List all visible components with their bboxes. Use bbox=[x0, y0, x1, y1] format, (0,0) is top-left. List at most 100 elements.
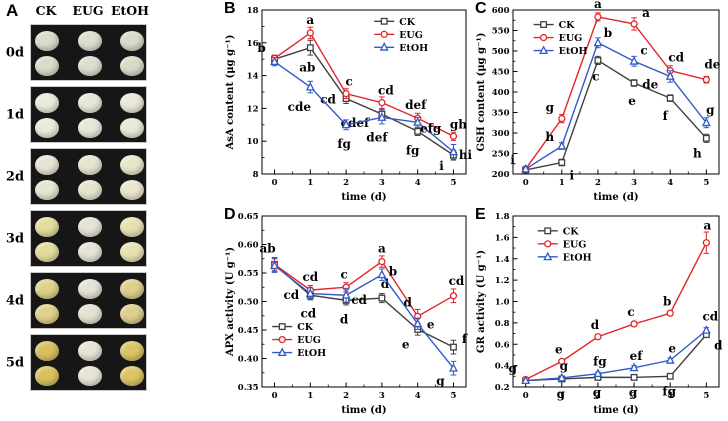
data-point-marker bbox=[594, 56, 602, 64]
significance-letter: g bbox=[508, 362, 517, 376]
panel-d-letter: D bbox=[224, 206, 236, 223]
x-tick-label: 4 bbox=[667, 178, 673, 188]
sample-disc bbox=[35, 180, 59, 200]
data-point-marker bbox=[278, 323, 286, 331]
data-point-marker bbox=[558, 115, 566, 123]
data-point-marker bbox=[521, 375, 531, 385]
sample-disc bbox=[35, 304, 59, 324]
y-tick-label: 1.8 bbox=[495, 212, 510, 222]
significance-letter: cd bbox=[320, 93, 336, 107]
x-tick-label: 2 bbox=[343, 391, 349, 401]
sample-photo-1d bbox=[30, 86, 147, 143]
significance-letter: g bbox=[593, 385, 602, 399]
sample-row-4d: 4d bbox=[2, 272, 220, 329]
legend-label-EtOH: EtOH bbox=[399, 43, 428, 54]
significance-letter: a bbox=[642, 6, 650, 20]
x-tick-label: 2 bbox=[595, 391, 601, 401]
significance-letter: b bbox=[604, 26, 612, 40]
sample-disc bbox=[77, 242, 102, 262]
significance-letter: d bbox=[403, 295, 412, 309]
sample-disc bbox=[35, 155, 59, 175]
data-point-marker bbox=[594, 333, 602, 341]
series-line bbox=[525, 59, 707, 171]
data-point-marker bbox=[413, 117, 423, 126]
sample-disc bbox=[77, 56, 102, 76]
data-point-marker bbox=[558, 159, 566, 166]
significance-letter: e bbox=[427, 318, 435, 332]
y-axis-title: AsA content (μg g⁻¹) bbox=[225, 35, 236, 151]
chart-asa-content: B 0 1 2 3 4 5 8 10 12 14 16 18 time (d) AsA content (… bbox=[222, 0, 475, 206]
sample-disc bbox=[35, 93, 59, 113]
chart-svg-E: 0 1 2 3 4 5 0.2 0.4 0.6 0.8 1.0 1.2 1.4 1.6 1.8 time (d… bbox=[476, 212, 723, 416]
y-tick-label: 0.55 bbox=[238, 269, 259, 279]
data-point-marker bbox=[378, 99, 386, 107]
y-tick-label: 0.40 bbox=[238, 355, 259, 365]
x-axis-title: time (d) bbox=[593, 405, 638, 416]
significance-letter: d bbox=[714, 339, 723, 353]
y-tick-label: 1.4 bbox=[495, 255, 510, 265]
significance-letter: fg bbox=[593, 355, 607, 369]
legend: CK EUG EtOH bbox=[533, 20, 588, 57]
significance-letter: f bbox=[462, 332, 468, 346]
sample-row-3d: 3d bbox=[2, 210, 220, 267]
sample-disc bbox=[120, 242, 144, 262]
data-point-marker bbox=[540, 21, 548, 29]
sample-row-label: 0d bbox=[5, 45, 25, 60]
legend-label-EUG: EUG bbox=[399, 30, 423, 41]
x-tick-label: 0 bbox=[523, 178, 529, 188]
data-point-marker bbox=[378, 294, 386, 302]
data-point-marker bbox=[544, 240, 552, 248]
sample-disc bbox=[120, 93, 144, 113]
significance-letter: cd bbox=[302, 270, 318, 284]
y-tick-label: 10 bbox=[247, 137, 259, 147]
y-tick-label: 350 bbox=[492, 109, 510, 119]
y-tick-label: 16 bbox=[247, 39, 259, 49]
data-point-marker bbox=[377, 269, 387, 279]
sample-disc bbox=[77, 304, 102, 324]
sample-disc bbox=[35, 279, 59, 299]
data-point-marker bbox=[665, 71, 675, 80]
significance-letter: de bbox=[704, 58, 720, 72]
significance-letter: ef bbox=[630, 349, 644, 363]
sample-disc bbox=[77, 155, 102, 175]
significance-letter: g bbox=[706, 103, 715, 117]
y-axis-title: APX activity (U g⁻¹) bbox=[225, 247, 236, 357]
significance-letter: c bbox=[627, 305, 634, 319]
legend-label-CK: CK bbox=[563, 226, 580, 237]
data-point-marker bbox=[449, 132, 458, 140]
panel-e-letter: E bbox=[475, 206, 486, 223]
y-tick-label: 0.8 bbox=[495, 319, 510, 329]
significance-letter: a bbox=[306, 13, 314, 27]
significance-letter: cd bbox=[702, 309, 718, 323]
significance-letter: g bbox=[629, 385, 638, 399]
significance-letter: g bbox=[557, 387, 566, 401]
y-tick-label: 1.6 bbox=[495, 233, 510, 243]
sample-disc bbox=[120, 155, 144, 175]
legend-label-CK: CK bbox=[399, 17, 416, 28]
data-point-marker bbox=[702, 76, 711, 84]
y-tick-label: 500 bbox=[492, 47, 510, 57]
x-tick-label: 4 bbox=[415, 391, 421, 401]
y-tick-label: 400 bbox=[492, 88, 510, 98]
x-tick-label: 3 bbox=[631, 391, 637, 401]
y-tick-label: 18 bbox=[247, 6, 259, 16]
significance-letter: cd bbox=[449, 274, 465, 288]
sample-disc bbox=[120, 180, 144, 200]
data-point-marker bbox=[593, 368, 603, 378]
sample-disc bbox=[77, 279, 102, 299]
panel-b-letter: B bbox=[224, 0, 236, 17]
data-point-marker bbox=[666, 94, 674, 102]
chart-apx-activity: D 0 1 2 3 4 5 0.35 0.40 0.45 0.50 0.55 0.60 0.65 time… bbox=[222, 206, 475, 419]
x-tick-label: 0 bbox=[272, 178, 278, 188]
significance-letter: cde bbox=[288, 100, 312, 114]
significance-letter: g bbox=[546, 101, 555, 115]
significance-letter: cd bbox=[351, 293, 367, 307]
data-point-marker bbox=[629, 362, 639, 372]
significance-letter: d bbox=[340, 312, 349, 326]
x-tick-label: 0 bbox=[272, 391, 278, 401]
significance-letter: i bbox=[439, 159, 444, 173]
y-tick-label: 14 bbox=[247, 72, 259, 82]
data-point-marker bbox=[557, 140, 567, 150]
